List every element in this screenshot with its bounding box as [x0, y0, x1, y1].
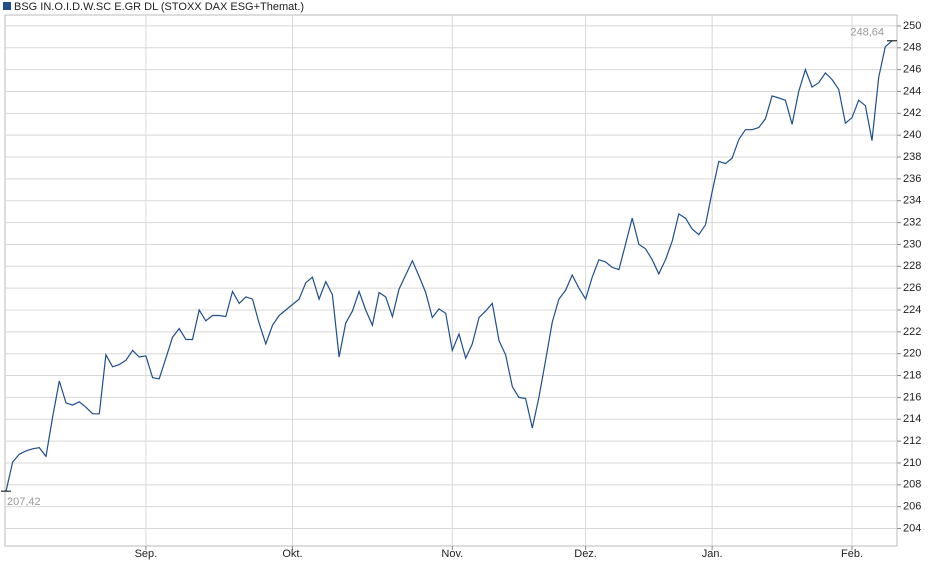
y-tick-label: 228 — [903, 260, 921, 272]
y-tick-label: 218 — [903, 369, 921, 381]
y-tick-label: 230 — [903, 238, 921, 250]
value-label: 207,42 — [7, 496, 41, 508]
x-tick-label: Okt. — [282, 548, 302, 560]
y-tick-label: 220 — [903, 348, 921, 360]
y-tick-label: 244 — [903, 85, 921, 97]
y-tick-label: 238 — [903, 151, 921, 163]
y-tick-label: 232 — [903, 216, 921, 228]
y-tick-label: 250 — [903, 20, 921, 32]
x-tick-label: Jan. — [702, 548, 723, 560]
x-tick-label: Sep. — [135, 548, 158, 560]
y-tick-label: 208 — [903, 479, 921, 491]
y-tick-label: 226 — [903, 282, 921, 294]
y-tick-label: 210 — [903, 457, 921, 469]
y-tick-label: 214 — [903, 413, 921, 425]
value-label: 248,64 — [850, 27, 884, 39]
y-tick-label: 224 — [903, 304, 921, 316]
y-tick-label: 212 — [903, 435, 921, 447]
y-tick-label: 240 — [903, 129, 921, 141]
y-tick-label: 234 — [903, 195, 921, 207]
plot-area — [4, 14, 898, 547]
x-tick-label: Nov. — [441, 548, 463, 560]
y-tick-label: 246 — [903, 64, 921, 76]
y-tick-label: 236 — [903, 173, 921, 185]
y-tick-label: 222 — [903, 326, 921, 338]
x-tick-label: Feb. — [841, 548, 863, 560]
y-tick-label: 216 — [903, 391, 921, 403]
y-tick-label: 206 — [903, 501, 921, 513]
y-tick-label: 204 — [903, 522, 921, 534]
y-tick-label: 248 — [903, 42, 921, 54]
y-tick-label: 242 — [903, 107, 921, 119]
x-tick-label: Dez. — [574, 548, 597, 560]
price-line — [5, 40, 893, 492]
legend-swatch — [3, 2, 11, 10]
legend-label: BSG IN.O.I.D.W.SC E.GR DL (STOXX DAX ESG… — [14, 1, 304, 13]
